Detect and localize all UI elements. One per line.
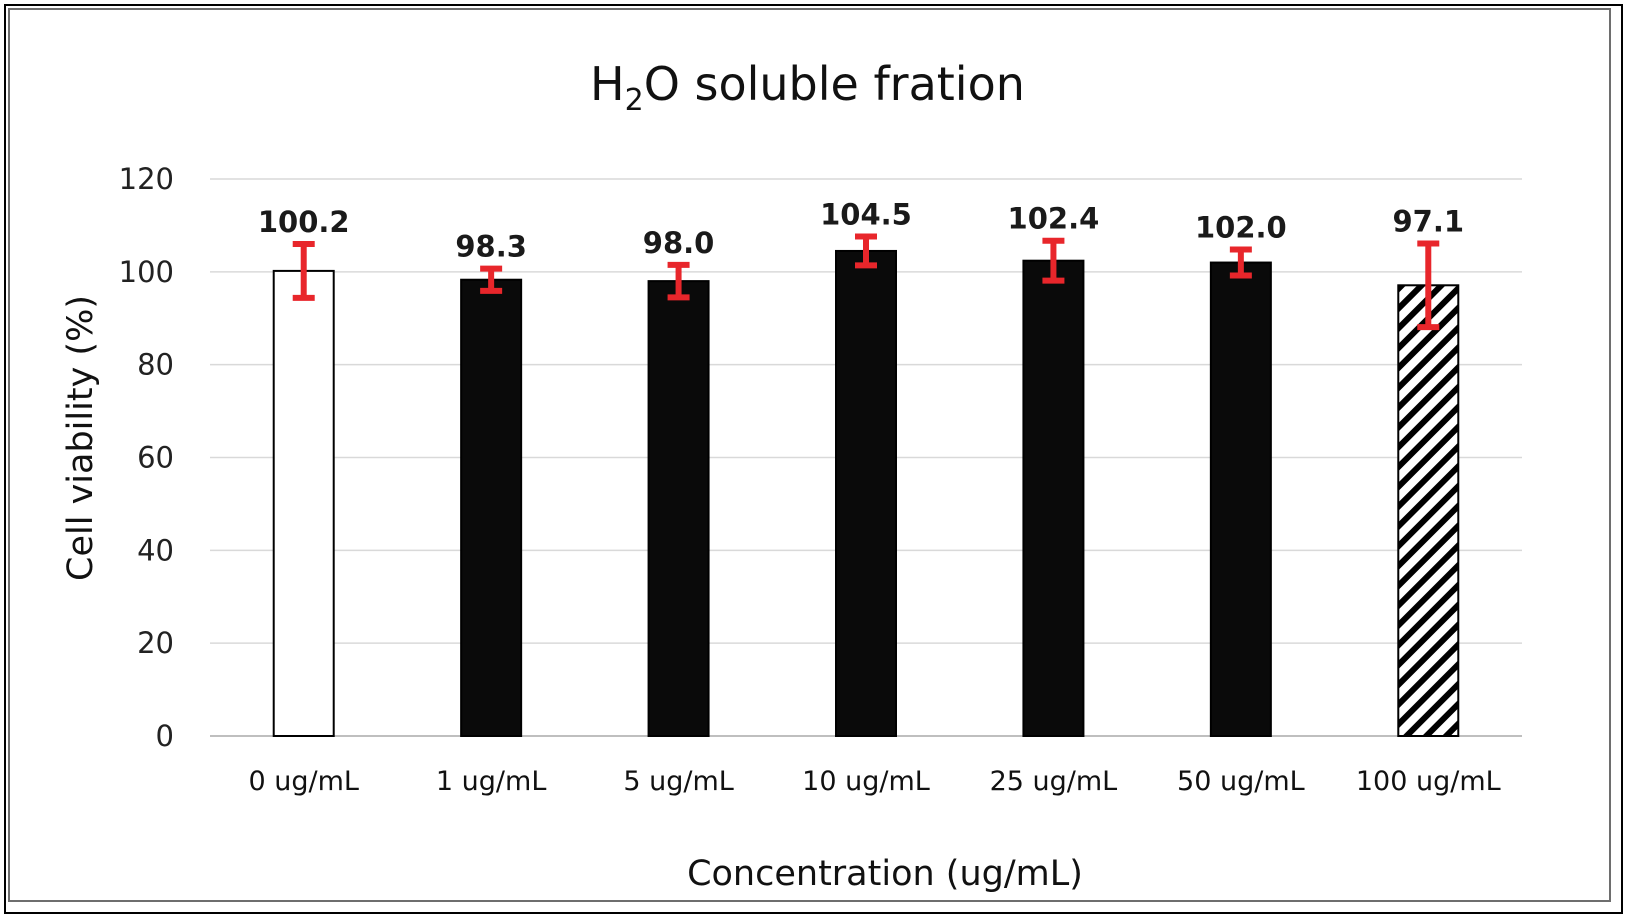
x-axis-categories: 0 ug/mL 1 ug/mL 5 ug/mL 10 ug/mL 25 ug/mL 50 … bbox=[248, 766, 1500, 797]
y-tick-label: 120 bbox=[119, 162, 174, 196]
y-tick-label: 0 bbox=[156, 719, 174, 753]
y-tick-label: 40 bbox=[137, 533, 174, 567]
error-bar bbox=[1417, 240, 1440, 331]
x-tick-label: 5 ug/mL bbox=[623, 766, 733, 797]
x-axis-title: Concentration (ug/mL) bbox=[687, 854, 1083, 894]
y-axis-ticks: 0 20 40 60 80 100 120 bbox=[119, 162, 174, 753]
data-label: 100.2 bbox=[258, 205, 350, 239]
y-tick-label: 60 bbox=[137, 441, 174, 475]
error-bar bbox=[480, 265, 503, 294]
bars bbox=[272, 249, 1460, 737]
data-labels: 100.2 98.3 98.0 104.5 102.4 102.0 97.1 bbox=[258, 198, 1464, 264]
y-tick-label: 100 bbox=[119, 255, 174, 289]
error-bars bbox=[292, 233, 1440, 331]
x-tick-label: 100 ug/mL bbox=[1356, 766, 1501, 797]
x-tick-label: 50 ug/mL bbox=[1177, 766, 1305, 797]
data-label: 97.1 bbox=[1393, 205, 1465, 239]
y-tick-label: 80 bbox=[137, 348, 174, 382]
bar bbox=[647, 280, 710, 737]
bar bbox=[460, 278, 523, 737]
data-label: 102.0 bbox=[1195, 211, 1287, 245]
bar bbox=[1022, 259, 1085, 737]
x-tick-label: 0 ug/mL bbox=[248, 766, 358, 797]
x-tick-label: 1 ug/mL bbox=[436, 766, 546, 797]
error-bar bbox=[667, 261, 690, 301]
bar bbox=[835, 249, 897, 737]
error-bar bbox=[1229, 246, 1252, 279]
error-bar bbox=[292, 240, 315, 301]
data-label: 98.3 bbox=[455, 230, 527, 264]
y-axis-title: Cell viability (%) bbox=[61, 295, 101, 581]
chart-title: H2O soluble fration bbox=[590, 57, 1025, 118]
data-label: 98.0 bbox=[643, 226, 715, 260]
data-label: 104.5 bbox=[820, 198, 912, 232]
bar bbox=[272, 269, 335, 737]
error-bar bbox=[855, 233, 877, 269]
bar bbox=[1397, 284, 1460, 737]
bar bbox=[1209, 261, 1272, 737]
x-tick-label: 25 ug/mL bbox=[990, 766, 1118, 797]
chart-frame-inner bbox=[8, 8, 1611, 902]
y-tick-label: 20 bbox=[137, 626, 174, 660]
data-label: 102.4 bbox=[1008, 202, 1100, 236]
error-bar bbox=[1042, 237, 1065, 284]
x-tick-label: 10 ug/mL bbox=[802, 766, 930, 797]
